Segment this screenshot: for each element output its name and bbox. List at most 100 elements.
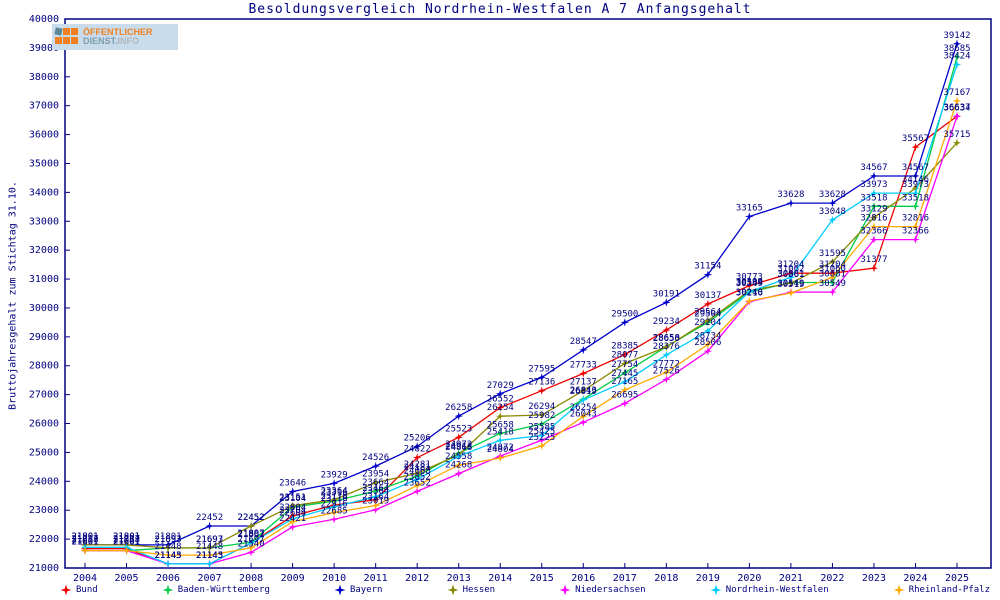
series-marker-Rheinland-Pfalz <box>869 222 879 231</box>
point-label: 36634 <box>943 103 970 113</box>
x-tick-label: 2013 <box>447 573 471 584</box>
y-tick-label: 37000 <box>29 101 59 112</box>
point-label: 32366 <box>860 227 887 237</box>
point-label: 33973 <box>860 180 887 190</box>
point-label: 23652 <box>404 478 431 488</box>
plot-border <box>64 18 992 569</box>
series-marker-Bayern <box>662 298 671 307</box>
point-label: 21668 <box>113 536 140 546</box>
legend-item-Rheinland-Pfalz: Rheinland-Pfalz <box>893 584 990 596</box>
point-label: 33518 <box>860 193 887 203</box>
series-marker-Hessen <box>371 478 380 487</box>
point-label: 21601 <box>71 538 98 548</box>
point-label: 22452 <box>238 513 265 523</box>
point-label: 23118 <box>321 494 348 504</box>
series-marker-Bund <box>413 453 422 462</box>
x-tick-label: 2017 <box>613 573 637 584</box>
series-marker-Rheinland-Pfalz <box>537 441 546 451</box>
point-label: 21145 <box>155 551 182 561</box>
point-label: 23852 <box>404 473 431 483</box>
point-label: 30519 <box>777 280 804 290</box>
series-marker-Bund <box>869 264 879 273</box>
y-tick-label: 35000 <box>29 158 59 169</box>
point-label: 32816 <box>860 214 887 224</box>
point-label: 31060 <box>819 264 846 274</box>
x-tick-label: 2009 <box>281 573 305 584</box>
legend-marker-icon <box>162 584 174 596</box>
series-marker-Bayern <box>288 487 297 496</box>
y-tick-label: 29000 <box>29 332 59 343</box>
series-marker-Hessen <box>952 138 962 147</box>
point-label: 26043 <box>570 409 597 419</box>
point-label: 28658 <box>653 334 680 344</box>
series-line-Bayern <box>85 43 958 546</box>
point-label: 26254 <box>487 403 514 413</box>
x-tick-label: 2022 <box>820 573 844 584</box>
point-label: 21697 <box>238 535 265 545</box>
series-marker-Hessen <box>288 501 297 510</box>
series-marker-Rheinland-Pfalz <box>205 550 214 560</box>
series-marker-Nordrhein-Westfalen <box>163 559 173 568</box>
point-label: 24068 <box>404 466 431 476</box>
point-label: 24822 <box>404 445 431 455</box>
series-marker-Niedersachsen <box>579 418 588 427</box>
point-label: 31595 <box>819 249 846 259</box>
series-marker-Niedersachsen <box>662 375 671 384</box>
series-line-Nordrhein-Westfalen <box>85 64 958 565</box>
point-label: 28506 <box>694 338 721 348</box>
legend-item-Nordrhein-Westfalen: Nordrhein-Westfalen <box>710 584 829 596</box>
point-label: 21540 <box>238 539 265 549</box>
series-marker-Nordrhein-Westfalen <box>620 377 629 386</box>
point-label: 30549 <box>819 279 846 289</box>
series-marker-Rheinland-Pfalz <box>786 288 796 298</box>
point-label: 26819 <box>570 387 597 397</box>
series-marker-Nordrhein-Westfalen <box>745 287 754 296</box>
series-marker-Bund <box>537 386 546 395</box>
series-marker-Nordrhein-Westfalen <box>329 502 339 511</box>
point-label: 23929 <box>321 470 348 480</box>
x-tick-label: 2011 <box>364 573 388 584</box>
series-marker-Niedersachsen <box>869 235 879 244</box>
point-label: 34146 <box>902 175 929 185</box>
point-label: 25225 <box>528 433 555 443</box>
y-tick-label: 21000 <box>29 563 59 574</box>
point-label: 24181 <box>404 463 431 473</box>
point-label: 30549 <box>777 279 804 289</box>
point-label: 30881 <box>777 269 804 279</box>
series-marker-Baden-Württemberg <box>537 419 546 429</box>
x-tick-label: 2014 <box>488 573 512 584</box>
series-marker-Bayern <box>496 389 505 398</box>
point-label: 31377 <box>860 255 887 265</box>
point-label: 28734 <box>694 332 721 342</box>
x-tick-label: 2025 <box>945 573 969 584</box>
series-marker-Rheinland-Pfalz <box>80 546 90 555</box>
point-label: 30773 <box>736 273 763 283</box>
legend-marker-icon <box>893 584 905 596</box>
series-marker-Bayern <box>413 442 422 451</box>
series-marker-Hessen <box>163 543 173 553</box>
series-line-Bund <box>85 115 958 565</box>
series-marker-Nordrhein-Westfalen <box>537 431 546 440</box>
series-marker-Rheinland-Pfalz <box>828 273 837 282</box>
series-marker-Bayern <box>620 318 629 327</box>
point-label: 26552 <box>487 395 514 405</box>
point-label: 31062 <box>777 264 804 274</box>
series-marker-Bund <box>496 403 505 412</box>
legend-marker-icon <box>60 584 72 596</box>
series-marker-Bayern <box>786 198 796 208</box>
point-label: 25425 <box>528 427 555 437</box>
y-tick-label: 39000 <box>29 43 59 54</box>
y-tick-label: 24000 <box>29 476 59 487</box>
point-label: 21143 <box>155 551 182 561</box>
point-label: 21601 <box>71 538 98 548</box>
series-line-Niedersachsen <box>85 116 958 565</box>
point-label: 21143 <box>196 551 223 561</box>
point-label: 21697 <box>155 535 182 545</box>
legend-marker-icon <box>710 584 722 596</box>
point-label: 38424 <box>943 52 970 62</box>
x-tick-label: 2021 <box>779 573 803 584</box>
series-marker-Nordrhein-Westfalen <box>205 559 214 568</box>
point-label: 22604 <box>279 509 306 519</box>
point-label: 32816 <box>902 214 929 224</box>
